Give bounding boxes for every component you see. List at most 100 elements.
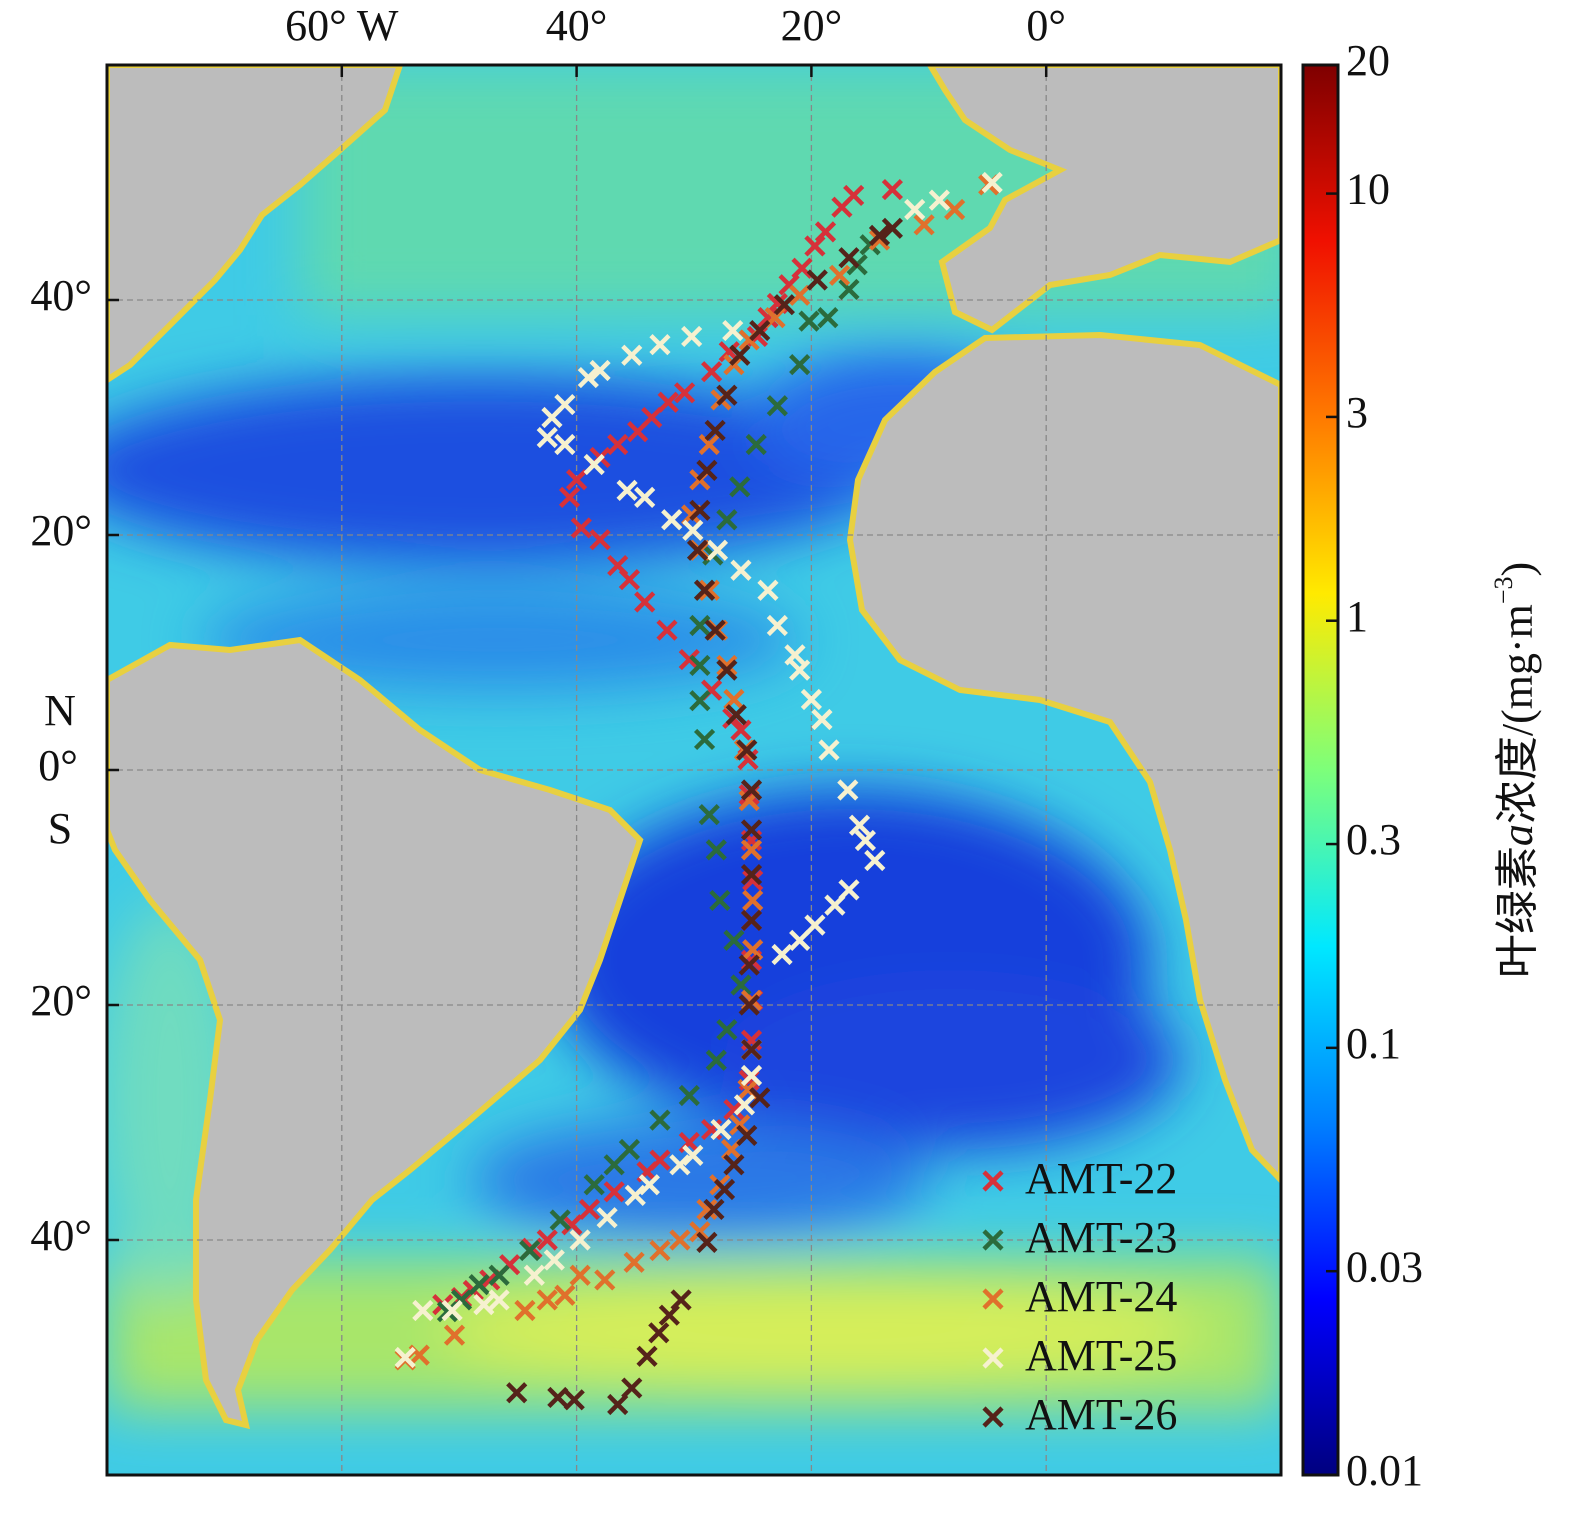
station-marker [838, 278, 860, 301]
station-marker [749, 1087, 771, 1109]
colorbar-label-part: −3 [1489, 577, 1518, 605]
station-marker [543, 1249, 565, 1271]
station-marker [656, 619, 678, 641]
station-marker [558, 486, 581, 508]
station-marker [634, 486, 656, 508]
station-marker [881, 178, 903, 201]
station-marker [648, 1322, 670, 1344]
station-marker [443, 1324, 466, 1346]
land [107, 65, 1281, 1430]
station-marker [693, 728, 716, 751]
station-marker [742, 939, 764, 961]
station-marker [904, 198, 926, 221]
station-marker [730, 559, 752, 581]
colorbar-ramp [1301, 63, 1340, 1477]
station-marker [745, 433, 767, 456]
y-tick-label: 0° [38, 741, 78, 790]
station-marker [831, 196, 853, 218]
station-marker [733, 1094, 756, 1116]
station-marker [705, 839, 727, 861]
colorbar-tick-label: 1 [1346, 592, 1368, 641]
x-tick-label: 20° [781, 1, 843, 50]
station-marker [837, 779, 859, 801]
station-marker [704, 419, 726, 442]
station-marker [701, 361, 723, 383]
station-marker [607, 1393, 629, 1416]
station-marker [607, 433, 629, 456]
y-tick-label: 40° [30, 271, 92, 320]
station-marker [618, 569, 641, 591]
station-marker [441, 1299, 463, 1322]
colorbar: 叶绿素a浓度/(mg·m−3) 20 10 3 1 0.3 0.1 0.03 0.01 [1301, 36, 1542, 1495]
colorbar-tick-label: 3 [1346, 388, 1368, 437]
station-marker [868, 224, 891, 246]
station-marker [563, 1389, 585, 1411]
station-marker [804, 235, 826, 257]
station-marker [738, 954, 760, 976]
station-marker [740, 1039, 763, 1061]
station-marker [814, 221, 837, 243]
station-marker [583, 453, 605, 476]
station-marker [541, 406, 563, 429]
station-marker [716, 509, 738, 531]
station-marker [689, 654, 711, 677]
map-background [107, 65, 1281, 1475]
station-marker [789, 284, 811, 306]
x-tick-label: 60° W [285, 1, 399, 50]
station-marker [686, 539, 709, 561]
station-marker [661, 509, 683, 531]
legend-label: AMT-23 [1025, 1213, 1177, 1262]
station-marker [789, 659, 811, 681]
station-marker [514, 1299, 536, 1322]
station-marker [742, 869, 764, 892]
station-marker [570, 517, 592, 539]
station-marker [757, 307, 779, 329]
station-marker [771, 943, 793, 966]
station-marker [811, 708, 833, 731]
station-marker [578, 1198, 601, 1221]
station-marker [618, 1138, 641, 1161]
station-marker [824, 894, 846, 916]
station-marker [729, 1114, 751, 1136]
station-marker [634, 591, 656, 613]
station-marker [703, 1198, 725, 1221]
station-marker [738, 994, 760, 1016]
station-marker [740, 909, 763, 931]
legend-marker [982, 1347, 1004, 1369]
station-marker [488, 1264, 510, 1286]
station-marker [473, 1294, 495, 1316]
station-marker [583, 1174, 605, 1196]
legend-marker [982, 1406, 1004, 1428]
station-marker [725, 704, 747, 726]
legend-label: AMT-26 [1025, 1390, 1177, 1439]
station-marker [603, 1154, 625, 1176]
station-marker [716, 659, 738, 681]
station-marker [589, 359, 611, 382]
station-marker [854, 829, 876, 852]
station-marker [729, 476, 751, 498]
station-marker [669, 1154, 691, 1176]
station-marker [723, 1098, 745, 1121]
station-marker [394, 1346, 416, 1369]
station-marker [749, 319, 771, 342]
legend-marker [982, 1288, 1004, 1310]
station-marker [603, 1181, 625, 1203]
station-marker [881, 217, 903, 239]
station-marker [818, 739, 840, 761]
colorbar-tick-label: 0.1 [1346, 1019, 1401, 1068]
colorbar-tick-label: 0.01 [1346, 1446, 1423, 1495]
station-marker [791, 257, 813, 279]
station-marker [766, 614, 788, 637]
station-marker [657, 391, 679, 413]
station-marker [766, 395, 788, 417]
x-tick-label: 0° [1026, 1, 1066, 50]
station-marker [716, 384, 738, 406]
station-marker [669, 1229, 691, 1251]
colorbar-tick-label: 0.3 [1346, 815, 1401, 864]
station-marker [674, 382, 696, 404]
station-marker [636, 1345, 658, 1367]
station-marker [913, 214, 935, 236]
station-marker [621, 1377, 643, 1399]
station-marker [624, 1184, 646, 1206]
